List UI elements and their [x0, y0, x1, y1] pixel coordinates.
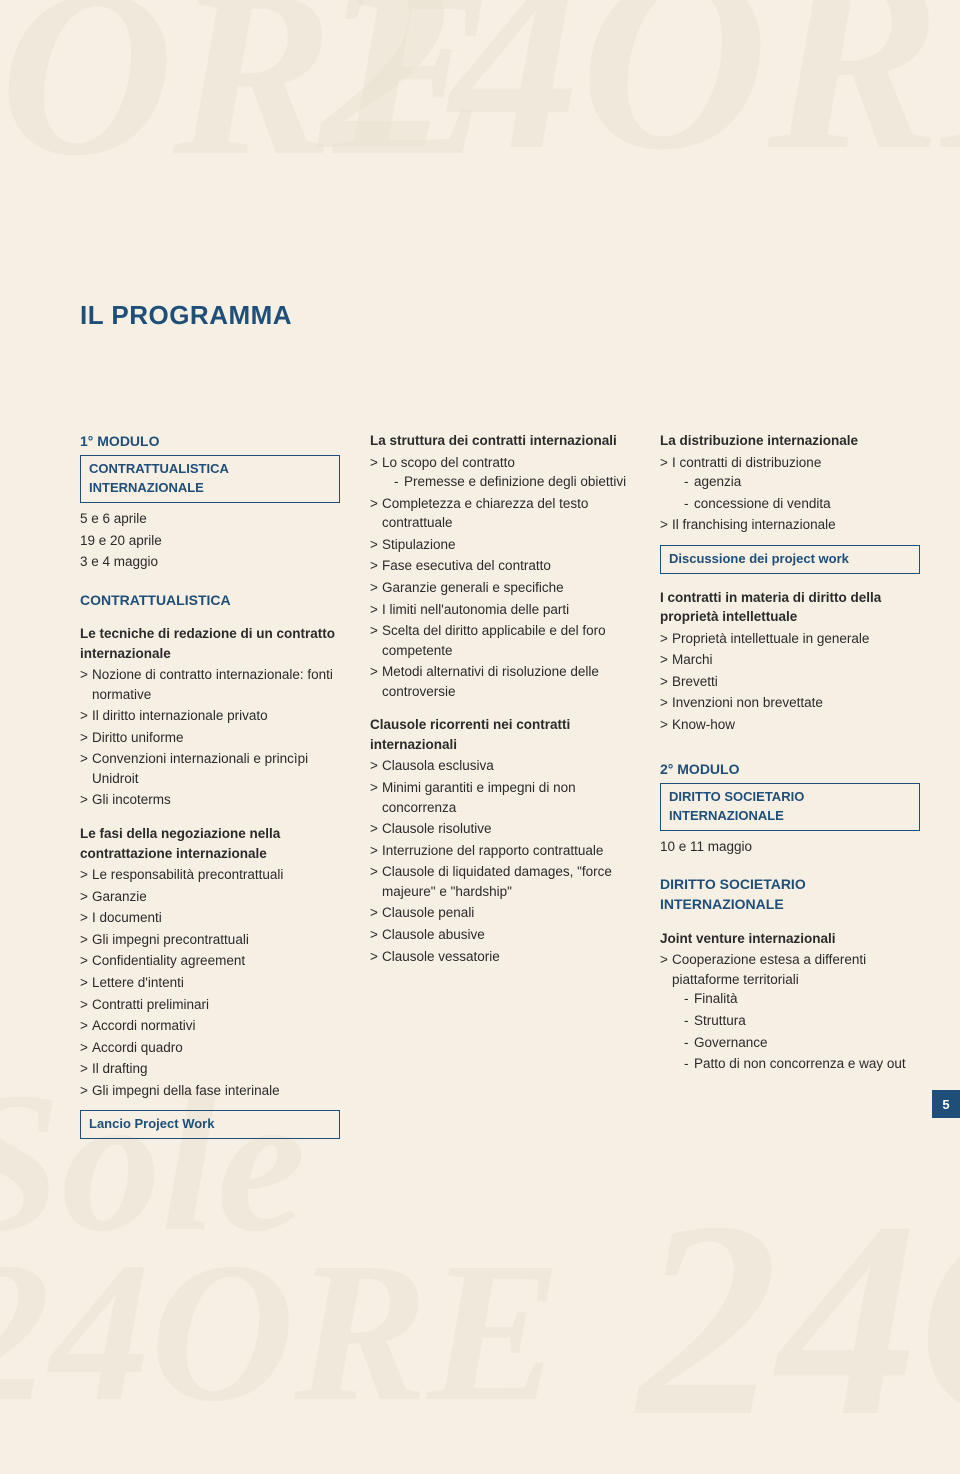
subsection-title: I contratti in materia di diritto della … — [660, 588, 920, 627]
list-item: Invenzioni non brevettate — [660, 693, 920, 713]
bullet-list: Lo scopo del contrattoPremesse e definiz… — [370, 453, 630, 702]
bullet-list: Cooperazione estesa a differenti piattaf… — [660, 950, 920, 1073]
bullet-list: Nozione di contratto internazionale: fon… — [80, 665, 340, 810]
module-1-label: 1° MODULO — [80, 431, 340, 451]
list-item: Il franchising internazionale — [660, 515, 920, 535]
list-item: Know-how — [660, 715, 920, 735]
list-item: Garanzie — [80, 887, 340, 907]
list-item: Clausole penali — [370, 903, 630, 923]
sub-list: agenziaconcessione di vendita — [672, 472, 920, 513]
module-2-box: DIRITTO SOCIETARIO INTERNAZIONALE — [660, 783, 920, 831]
columns: 1° MODULO CONTRATTUALISTICA INTERNAZIONA… — [80, 431, 920, 1147]
date-line: 5 e 6 aprile — [80, 509, 340, 529]
section-head: CONTRATTUALISTICA — [80, 590, 340, 610]
list-item: Lo scopo del contrattoPremesse e definiz… — [370, 453, 630, 492]
list-item: Lettere d'intenti — [80, 973, 340, 993]
list-item: Gli incoterms — [80, 790, 340, 810]
list-item: Scelta del diritto applicabile e del for… — [370, 621, 630, 660]
list-item: Stipulazione — [370, 535, 630, 555]
column-1: 1° MODULO CONTRATTUALISTICA INTERNAZIONA… — [80, 431, 340, 1147]
list-item: Accordi quadro — [80, 1038, 340, 1058]
bullet-list: Le responsabilità precontrattualiGaranzi… — [80, 865, 340, 1100]
list-item: Confidentiality agreement — [80, 951, 340, 971]
subsection-title: La distribuzione internazionale — [660, 431, 920, 451]
list-item: Clausole risolutive — [370, 819, 630, 839]
bullet-list: Clausola esclusivaMinimi garantiti e imp… — [370, 756, 630, 966]
list-item: Garanzie generali e specifiche — [370, 578, 630, 598]
bullet-list: I contratti di distribuzioneagenziaconce… — [660, 453, 920, 535]
list-item: Minimi garantiti e impegni di non concor… — [370, 778, 630, 817]
list-item: Patto di non concorrenza e way out — [684, 1054, 920, 1074]
list-item: Contratti preliminari — [80, 995, 340, 1015]
list-item: Proprietà intellettuale in generale — [660, 629, 920, 649]
list-item: Completezza e chiarezza del testo contra… — [370, 494, 630, 533]
column-3: La distribuzione internazionale I contra… — [660, 431, 920, 1147]
list-item: Struttura — [684, 1011, 920, 1031]
list-item: Premesse e definizione degli obiettivi — [394, 472, 630, 492]
list-item: Gli impegni precontrattuali — [80, 930, 340, 950]
list-item: Clausole di liquidated damages, "force m… — [370, 862, 630, 901]
bullet-list: Proprietà intellettuale in generaleMarch… — [660, 629, 920, 735]
list-item: Diritto uniforme — [80, 728, 340, 748]
list-item: Interruzione del rapporto contrattuale — [370, 841, 630, 861]
watermark: 24ORE — [320, 0, 960, 171]
watermark: 4ORE — [0, 0, 493, 174]
list-item: Convenzioni internazionali e princìpi Un… — [80, 749, 340, 788]
section-head: DIRITTO SOCIETARIO INTERNAZIONALE — [660, 874, 920, 915]
list-item: Metodi alternativi di risoluzione delle … — [370, 662, 630, 701]
list-item: Brevetti — [660, 672, 920, 692]
list-item: I contratti di distribuzioneagenziaconce… — [660, 453, 920, 514]
watermark: 24O — [638, 1200, 960, 1438]
list-item: Gli impegni della fase interinale — [80, 1081, 340, 1101]
subsection-title: Le fasi della negoziazione nella contrat… — [80, 824, 340, 863]
module-2-label: 2° MODULO — [660, 759, 920, 779]
list-item: Clausole vessatorie — [370, 947, 630, 967]
list-item: I documenti — [80, 908, 340, 928]
date-line: 19 e 20 aprile — [80, 531, 340, 551]
list-item: Clausola esclusiva — [370, 756, 630, 776]
date-line: 10 e 11 maggio — [660, 837, 920, 857]
page-number: 5 — [932, 1090, 960, 1118]
project-work-box: Discussione dei project work — [660, 545, 920, 574]
project-work-box: Lancio Project Work — [80, 1110, 340, 1139]
list-item: Clausole abusive — [370, 925, 630, 945]
subsection-title: La struttura dei contratti internazional… — [370, 431, 630, 451]
list-item: concessione di vendita — [684, 494, 920, 514]
list-item: Accordi normativi — [80, 1016, 340, 1036]
list-item: Le responsabilità precontrattuali — [80, 865, 340, 885]
page-title: IL PROGRAMMA — [80, 300, 920, 331]
list-item: Finalità — [684, 989, 920, 1009]
list-item: Marchi — [660, 650, 920, 670]
page-content: IL PROGRAMMA 1° MODULO CONTRATTUALISTICA… — [80, 300, 920, 1147]
column-2: La struttura dei contratti internazional… — [370, 431, 630, 1147]
subsection-title: Le tecniche di redazione di un contratto… — [80, 624, 340, 663]
list-item: Governance — [684, 1033, 920, 1053]
subsection-title: Clausole ricorrenti nei contratti intern… — [370, 715, 630, 754]
list-item: agenzia — [684, 472, 920, 492]
list-item: Fase esecutiva del contratto — [370, 556, 630, 576]
list-item: I limiti nell'autonomia delle parti — [370, 600, 630, 620]
sub-list: Premesse e definizione degli obiettivi — [382, 472, 630, 492]
list-item: Il diritto internazionale privato — [80, 706, 340, 726]
list-item: Il drafting — [80, 1059, 340, 1079]
subsection-title: Joint venture internazionali — [660, 929, 920, 949]
sub-list: FinalitàStrutturaGovernancePatto di non … — [672, 989, 920, 1073]
date-line: 3 e 4 maggio — [80, 552, 340, 572]
list-item: Nozione di contratto internazionale: fon… — [80, 665, 340, 704]
list-item: Cooperazione estesa a differenti piattaf… — [660, 950, 920, 1073]
module-1-box: CONTRATTUALISTICA INTERNAZIONALE — [80, 455, 340, 503]
